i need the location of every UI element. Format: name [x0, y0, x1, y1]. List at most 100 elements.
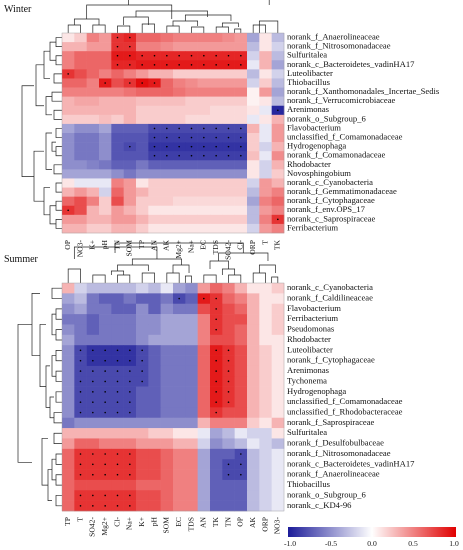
heatmap-cell — [111, 417, 124, 429]
heatmap-cell — [271, 96, 285, 107]
significance-mark — [203, 64, 205, 66]
heatmap-cell — [123, 123, 137, 134]
dendrogram-branch — [172, 264, 190, 273]
heatmap-cell — [62, 438, 75, 450]
dendrogram-branch — [33, 150, 44, 202]
heatmap-cell — [247, 169, 260, 179]
heatmap-cell — [148, 283, 161, 294]
heatmap-cell — [99, 33, 112, 43]
heatmap-cell — [136, 87, 149, 97]
heatmap-cell — [185, 438, 198, 450]
heatmap-cell — [111, 123, 124, 134]
heatmap-cell — [148, 87, 161, 97]
heatmap-cell — [160, 293, 174, 305]
heatmap-cell — [259, 96, 272, 107]
heatmap-cell — [99, 283, 112, 294]
summer-title: Summer — [4, 254, 39, 265]
dendrogram-branch — [221, 22, 239, 27]
row-label: norank_c_Bacteroidetes_vadinHA17 — [287, 59, 415, 69]
dendrogram-branch — [55, 146, 62, 157]
heatmap-cell — [185, 78, 198, 88]
heatmap-cell — [247, 479, 260, 491]
dendrogram-branch — [49, 41, 56, 61]
heatmap-cell — [259, 345, 272, 356]
heatmap-cell — [62, 448, 75, 460]
heatmap-cell — [111, 133, 124, 143]
heatmap-cell — [185, 334, 198, 346]
row-label: Ferribacterium — [287, 222, 338, 232]
heatmap-cell — [271, 324, 285, 336]
heatmap-cell — [185, 376, 198, 387]
heatmap-cell — [160, 407, 174, 419]
heatmap-cell — [74, 133, 87, 143]
heatmap-cell — [62, 314, 75, 325]
heatmap-cell — [197, 33, 211, 43]
heatmap-cell — [259, 33, 272, 43]
heatmap-cell — [234, 334, 248, 346]
heatmap-cell — [136, 33, 149, 43]
heatmap-cell — [271, 469, 285, 481]
heatmap-cell — [173, 178, 186, 188]
heatmap-cell — [247, 283, 260, 294]
heatmap-cell — [74, 303, 87, 315]
significance-mark — [129, 463, 131, 466]
significance-mark — [116, 359, 119, 362]
heatmap-cell — [259, 448, 272, 460]
heatmap-cell — [62, 123, 75, 134]
heatmap-cell — [160, 365, 174, 377]
heatmap-cell — [74, 187, 87, 197]
heatmap-cell — [247, 303, 260, 315]
significance-mark — [178, 136, 180, 139]
heatmap-cell — [136, 417, 149, 429]
heatmap-cell — [271, 376, 285, 387]
dendrogram-branch — [141, 272, 155, 283]
heatmap-cell — [234, 324, 248, 336]
heatmap-cell — [210, 438, 223, 450]
heatmap-cell — [74, 324, 87, 336]
significance-mark — [178, 54, 180, 57]
legend-tick-label: -0.5 — [325, 539, 337, 548]
heatmap-cell — [210, 214, 223, 225]
heatmap-cell — [271, 123, 285, 134]
row-label: Flavobacterium — [287, 122, 341, 132]
heatmap-cell — [111, 178, 124, 188]
heatmap-cell — [173, 169, 186, 179]
heatmap-cell — [234, 69, 248, 79]
heatmap-cell — [86, 214, 100, 225]
heatmap-cell — [86, 169, 100, 179]
significance-mark — [79, 370, 82, 372]
heatmap-cell — [247, 133, 260, 143]
heatmap-cell — [173, 386, 186, 398]
row-label: norank_f_Saprospiraceae — [287, 417, 375, 427]
heatmap-cell — [62, 114, 75, 125]
heatmap-cell — [247, 33, 260, 43]
heatmap-cell — [247, 500, 260, 512]
heatmap-cell — [86, 114, 100, 125]
significance-mark — [92, 349, 94, 352]
heatmap-cell — [74, 87, 87, 97]
heatmap-cell — [197, 417, 211, 429]
significance-mark — [129, 411, 131, 414]
heatmap-cell — [197, 355, 211, 367]
dendrogram-branch — [117, 25, 131, 33]
heatmap-cell — [234, 196, 248, 207]
significance-mark — [215, 154, 217, 157]
dendrogram-branch — [92, 274, 106, 283]
dendrogram-branch — [209, 260, 229, 269]
significance-mark — [116, 36, 119, 39]
heatmap-cell — [197, 87, 211, 97]
dendrogram-branch — [53, 432, 62, 444]
heatmap-cell — [173, 69, 186, 79]
heatmap-cell — [148, 69, 161, 79]
heatmap-cell — [148, 324, 161, 336]
heatmap-cell — [271, 448, 285, 460]
heatmap-cell — [62, 96, 75, 107]
summer-row-dendrogram — [17, 287, 62, 507]
heatmap-cell — [234, 355, 248, 367]
winter-column-dendrogram — [67, 0, 279, 33]
heatmap-cell — [99, 96, 112, 107]
heatmap-cell — [160, 386, 174, 398]
heatmap-cell — [222, 407, 235, 419]
heatmap-cell — [123, 87, 137, 97]
row-label: Rhodobacter — [287, 159, 331, 169]
